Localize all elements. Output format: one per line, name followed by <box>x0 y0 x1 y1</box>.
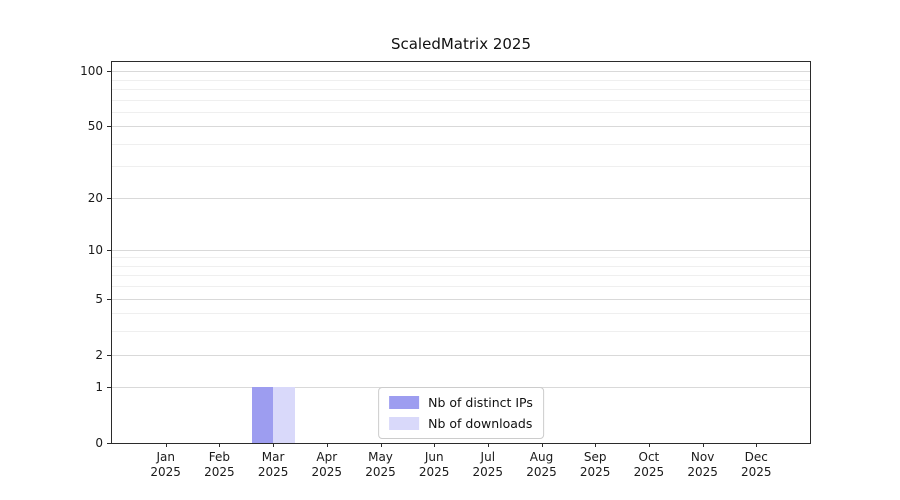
x-tick-month: Jan <box>156 450 175 464</box>
x-tick-year: 2025 <box>311 465 343 479</box>
y-tick-label: 50 <box>87 119 103 134</box>
minor-gridline <box>112 88 810 90</box>
x-tick-year: 2025 <box>204 465 235 479</box>
x-tick-mark <box>219 443 221 447</box>
x-tick-month: Sep <box>583 450 607 464</box>
x-tick-year: 2025 <box>633 465 665 479</box>
minor-gridline <box>112 286 810 288</box>
y-tick-mark <box>107 298 111 300</box>
x-tick-month: Oct <box>638 450 660 464</box>
x-tick-month: Aug <box>529 450 554 464</box>
plot-area: Nb of distinct IPs Nb of downloads <box>111 61 811 444</box>
x-tick-label: Oct 2025 <box>619 450 679 480</box>
minor-gridline <box>112 99 810 101</box>
x-tick-month: Dec <box>744 450 768 464</box>
x-tick-label: Aug 2025 <box>512 450 572 480</box>
x-tick-year: 2025 <box>418 465 450 479</box>
x-tick-year: 2025 <box>687 465 718 479</box>
x-tick-month: Jul <box>480 450 496 464</box>
bar-downloads <box>273 387 295 443</box>
x-tick-month: Apr <box>316 450 338 464</box>
minor-gridline <box>112 275 810 277</box>
x-tick-month: Mar <box>261 450 285 464</box>
x-tick-month: May <box>368 450 393 464</box>
legend-label: Nb of distinct IPs <box>428 395 533 410</box>
y-tick-label: 2 <box>95 347 103 362</box>
x-tick-mark <box>434 443 436 447</box>
x-tick-year: 2025 <box>741 465 772 479</box>
x-tick-year: 2025 <box>257 465 289 479</box>
y-tick-label: 20 <box>87 190 103 205</box>
y-tick-mark <box>107 443 111 444</box>
major-gridline <box>112 354 810 356</box>
legend-entry: Nb of distinct IPs <box>389 395 533 410</box>
y-tick-label: 10 <box>87 242 103 257</box>
x-tick-mark <box>487 443 489 447</box>
x-tick-month: Jun <box>424 450 444 464</box>
x-tick-label: Jul 2025 <box>458 450 518 480</box>
legend-swatch <box>389 417 420 430</box>
minor-gridline <box>112 79 810 81</box>
y-tick-label: 5 <box>95 291 103 306</box>
bar-distinct-ips <box>251 387 274 443</box>
x-tick-label: Dec 2025 <box>726 450 786 480</box>
major-gridline <box>112 197 810 199</box>
y-tick-mark <box>107 126 111 128</box>
minor-gridline <box>112 166 810 168</box>
x-tick-mark <box>541 443 543 447</box>
legend: Nb of distinct IPs Nb of downloads <box>378 387 544 439</box>
x-tick-month: Feb <box>208 450 231 464</box>
x-tick-mark <box>595 443 597 447</box>
x-tick-year: 2025 <box>150 465 181 479</box>
x-tick-label: Sep 2025 <box>565 450 625 480</box>
minor-gridline <box>112 111 810 113</box>
x-tick-month: Nov <box>690 450 715 464</box>
x-tick-mark <box>648 443 650 447</box>
x-tick-mark <box>326 443 328 447</box>
x-tick-mark <box>702 443 704 447</box>
major-gridline <box>112 71 810 72</box>
x-tick-label: Feb 2025 <box>189 450 249 480</box>
x-tick-label: Jun 2025 <box>404 450 464 480</box>
x-tick-year: 2025 <box>579 465 611 479</box>
x-tick-year: 2025 <box>365 465 396 479</box>
y-tick-label: 0 <box>95 436 103 450</box>
x-tick-mark <box>165 443 167 447</box>
x-tick-year: 2025 <box>472 465 504 479</box>
minor-gridline <box>112 313 810 315</box>
x-tick-mark <box>756 443 758 447</box>
x-tick-label: Jan 2025 <box>136 450 196 480</box>
y-tick-mark <box>107 387 111 389</box>
legend-entry: Nb of downloads <box>389 416 533 431</box>
minor-gridline <box>112 265 810 267</box>
y-tick-label: 1 <box>95 380 103 395</box>
major-gridline <box>112 249 810 251</box>
x-tick-label: Nov 2025 <box>673 450 733 480</box>
legend-label: Nb of downloads <box>428 416 533 431</box>
x-tick-label: May 2025 <box>351 450 411 480</box>
chart-title: ScaledMatrix 2025 <box>390 35 532 53</box>
x-tick-label: Mar 2025 <box>243 450 303 480</box>
minor-gridline <box>112 257 810 259</box>
x-tick-mark <box>380 443 382 447</box>
major-gridline <box>112 126 810 128</box>
y-tick-mark <box>107 354 111 356</box>
x-tick-mark <box>273 443 275 447</box>
x-tick-label: Apr 2025 <box>297 450 357 480</box>
x-tick-year: 2025 <box>526 465 557 479</box>
minor-gridline <box>112 331 810 333</box>
minor-gridline <box>112 143 810 145</box>
y-tick-label: 100 <box>80 64 103 78</box>
legend-swatch <box>389 396 420 409</box>
y-tick-mark <box>107 71 111 72</box>
major-gridline <box>112 298 810 300</box>
y-tick-mark <box>107 249 111 251</box>
y-tick-mark <box>107 197 111 199</box>
